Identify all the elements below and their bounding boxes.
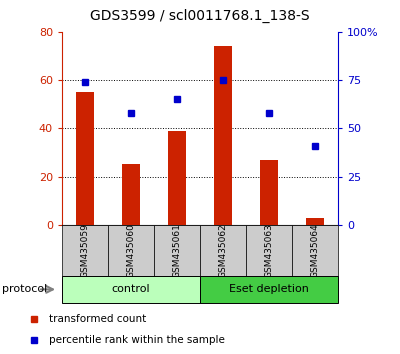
FancyBboxPatch shape: [62, 225, 108, 276]
FancyBboxPatch shape: [154, 225, 200, 276]
Text: Eset depletion: Eset depletion: [229, 284, 309, 295]
Text: GSM435063: GSM435063: [264, 223, 274, 278]
Bar: [306, 218, 324, 225]
FancyBboxPatch shape: [62, 276, 200, 303]
Text: GSM435061: GSM435061: [172, 223, 182, 278]
Bar: [122, 165, 140, 225]
FancyBboxPatch shape: [200, 225, 246, 276]
Bar: [260, 160, 278, 225]
Text: protocol: protocol: [2, 284, 47, 295]
Text: GSM435062: GSM435062: [218, 223, 228, 278]
Bar: [76, 92, 94, 225]
FancyBboxPatch shape: [246, 225, 292, 276]
Text: GSM435064: GSM435064: [310, 223, 320, 278]
Text: percentile rank within the sample: percentile rank within the sample: [49, 335, 225, 345]
FancyBboxPatch shape: [108, 225, 154, 276]
Bar: [214, 46, 232, 225]
Text: control: control: [112, 284, 150, 295]
Text: GSM435060: GSM435060: [126, 223, 136, 278]
Text: GSM435059: GSM435059: [80, 223, 90, 278]
Text: transformed count: transformed count: [49, 314, 146, 324]
Bar: [168, 131, 186, 225]
FancyBboxPatch shape: [292, 225, 338, 276]
FancyBboxPatch shape: [200, 276, 338, 303]
Text: GDS3599 / scl0011768.1_138-S: GDS3599 / scl0011768.1_138-S: [90, 9, 310, 23]
